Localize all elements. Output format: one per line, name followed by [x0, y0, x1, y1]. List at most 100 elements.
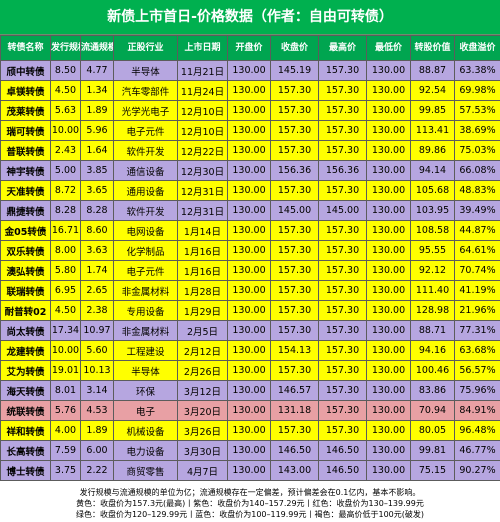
cell-open: 130.00 [227, 60, 271, 81]
cell-prem: 64.61% [454, 240, 500, 261]
cell-date: 1月29日 [177, 300, 228, 321]
cell-high: 157.30 [318, 220, 367, 241]
table-row: 联瑞转债 6.95 2.65 非金属材料 1月28日 130.00 157.30 157.30… [0, 280, 500, 301]
cell-prem: 63.68% [454, 340, 500, 361]
cell-close: 157.30 [270, 140, 319, 161]
cell-industry: 软件开发 [113, 140, 178, 161]
cell-prem: 39.49% [454, 200, 500, 221]
cell-float: 2.38 [80, 300, 114, 321]
cell-low: 130.00 [366, 380, 411, 401]
cell-float: 3.63 [80, 240, 114, 261]
cell-issue: 19.01 [50, 360, 81, 381]
cell-high: 157.30 [318, 360, 367, 381]
cell-high: 145.00 [318, 200, 367, 221]
cell-close: 143.00 [270, 460, 319, 481]
cell-close: 157.30 [270, 420, 319, 441]
table-row: 博士转债 3.75 2.22 商贸零售 4月7日 130.00 143.00 146.50 13… [0, 460, 500, 481]
cell-high: 146.50 [318, 460, 367, 481]
cell-close: 157.30 [270, 80, 319, 101]
table-row: 鼎捷转债 8.28 8.28 软件开发 12月31日 130.00 145.00 145.00… [0, 200, 500, 221]
cell-open: 130.00 [227, 80, 271, 101]
cell-name: 茂莱转债 [0, 100, 51, 121]
cell-prem: 38.69% [454, 120, 500, 141]
table-row: 尚太转债 17.34 10.97 非金属材料 2月5日 130.00 157.30 157.3… [0, 320, 500, 341]
cell-name: 双乐转债 [0, 240, 51, 261]
cell-date: 2月5日 [177, 320, 228, 341]
cell-low: 130.00 [366, 240, 411, 261]
cell-float: 1.89 [80, 420, 114, 441]
cell-industry: 光学光电子 [113, 100, 178, 121]
cell-close: 157.30 [270, 360, 319, 381]
cell-industry: 非金属材料 [113, 280, 178, 301]
cell-float: 1.89 [80, 100, 114, 121]
cell-industry: 通信设备 [113, 160, 178, 181]
cell-industry: 商贸零售 [113, 460, 178, 481]
cell-conv: 111.40 [410, 280, 455, 301]
cell-low: 130.00 [366, 420, 411, 441]
cell-low: 130.00 [366, 140, 411, 161]
cell-open: 130.00 [227, 420, 271, 441]
table-row: 金05转债 16.71 8.60 电网设备 1月14日 130.00 157.30 157.3… [0, 220, 500, 241]
table-row: 双乐转债 8.00 3.63 化学制品 1月16日 130.00 157.30 157.30 1… [0, 240, 500, 261]
cell-name: 长高转债 [0, 440, 51, 461]
cell-conv: 105.68 [410, 180, 455, 201]
cell-date: 3月20日 [177, 400, 228, 421]
cell-high: 156.36 [318, 160, 367, 181]
cell-close: 131.18 [270, 400, 319, 421]
cell-float: 4.53 [80, 400, 114, 421]
table-row: 龙建转债 10.00 5.60 工程建设 2月12日 130.00 154.13 157.30… [0, 340, 500, 361]
cell-open: 130.00 [227, 400, 271, 421]
cell-open: 130.00 [227, 140, 271, 161]
column-header: 最低价 [366, 35, 411, 61]
cell-float: 2.65 [80, 280, 114, 301]
cell-prem: 41.19% [454, 280, 500, 301]
cell-name: 统联转债 [0, 400, 51, 421]
cell-date: 3月26日 [177, 420, 228, 441]
cell-name: 尚太转债 [0, 320, 51, 341]
cell-low: 130.00 [366, 100, 411, 121]
column-header: 转债名称 [0, 35, 51, 61]
cell-close: 146.50 [270, 440, 319, 461]
cell-conv: 80.05 [410, 420, 455, 441]
cell-name: 艾为转债 [0, 360, 51, 381]
cell-open: 130.00 [227, 340, 271, 361]
cell-low: 130.00 [366, 120, 411, 141]
page-title: 新债上市首日-价格数据（作者：自由可转债） [0, 0, 500, 35]
cell-date: 11月24日 [177, 80, 228, 101]
cell-date: 11月21日 [177, 60, 228, 81]
cell-low: 130.00 [366, 300, 411, 321]
cell-high: 157.30 [318, 380, 367, 401]
cell-name: 天准转债 [0, 180, 51, 201]
cell-open: 130.00 [227, 160, 271, 181]
cell-industry: 电子元件 [113, 120, 178, 141]
table-row: 统联转债 5.76 4.53 电子 3月20日 130.00 131.18 157.30 130… [0, 400, 500, 421]
cell-close: 145.19 [270, 60, 319, 81]
cell-float: 4.77 [80, 60, 114, 81]
cell-close: 157.30 [270, 220, 319, 241]
cell-float: 8.28 [80, 200, 114, 221]
header-row: 转债名称发行规模流通规模正股行业上市日期开盘价收盘价最高价最低价转股价值收盘溢价 [0, 35, 500, 61]
cell-issue: 8.01 [50, 380, 81, 401]
cell-date: 1月16日 [177, 240, 228, 261]
cell-date: 12月22日 [177, 140, 228, 161]
cell-conv: 95.55 [410, 240, 455, 261]
cell-high: 157.30 [318, 140, 367, 161]
cell-open: 130.00 [227, 320, 271, 341]
cell-issue: 2.43 [50, 140, 81, 161]
cell-issue: 6.95 [50, 280, 81, 301]
cell-open: 130.00 [227, 260, 271, 281]
cell-date: 12月10日 [177, 100, 228, 121]
cell-industry: 环保 [113, 380, 178, 401]
cell-issue: 8.72 [50, 180, 81, 201]
cell-float: 10.13 [80, 360, 114, 381]
cell-high: 146.50 [318, 440, 367, 461]
cell-prem: 84.91% [454, 400, 500, 421]
table-row: 天准转债 8.72 3.65 通用设备 12月31日 130.00 157.30 157.30… [0, 180, 500, 201]
cell-date: 1月14日 [177, 220, 228, 241]
cell-industry: 机械设备 [113, 420, 178, 441]
cell-close: 146.57 [270, 380, 319, 401]
cell-issue: 16.71 [50, 220, 81, 241]
cell-conv: 100.46 [410, 360, 455, 381]
cell-prem: 75.96% [454, 380, 500, 401]
